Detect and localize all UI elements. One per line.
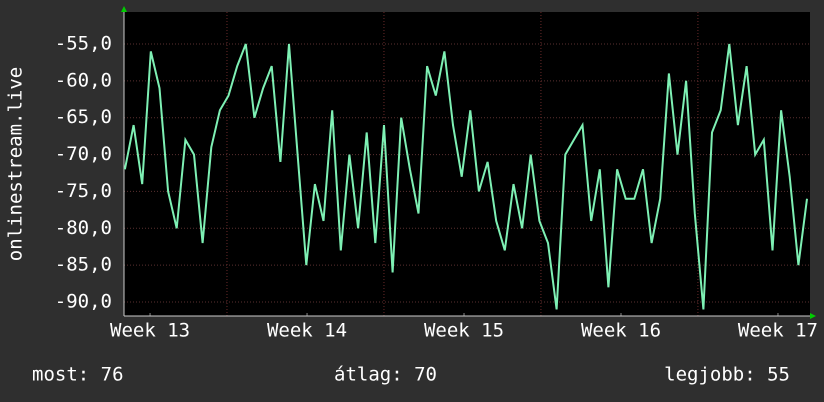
y-tick-label: -90,0 bbox=[55, 290, 112, 312]
y-tick-label: -60,0 bbox=[55, 69, 112, 91]
y-axis-title: onlinestream.live bbox=[5, 67, 27, 261]
x-axis-arrow bbox=[810, 313, 816, 319]
x-tick-label: Week 14 bbox=[267, 320, 347, 342]
footer-current: most: 76 bbox=[32, 364, 124, 386]
x-tick-label: Week 13 bbox=[110, 320, 190, 342]
x-tick-label: Week 17 bbox=[738, 320, 818, 342]
y-tick-label: -80,0 bbox=[55, 217, 112, 239]
y-tick-label: -75,0 bbox=[55, 180, 112, 202]
y-tick-label: -70,0 bbox=[55, 143, 112, 165]
footer-best: legjobb: 55 bbox=[664, 364, 790, 386]
y-axis-arrow bbox=[121, 6, 127, 12]
plot: -90,0 -85,0 -80,0 -75,0 -70,0 -65,0 -60,0 -55,0… bbox=[55, 12, 818, 342]
y-tick-label: -65,0 bbox=[55, 106, 112, 128]
x-tick-label: Week 16 bbox=[581, 320, 661, 342]
y-tick-label: -55,0 bbox=[55, 32, 112, 54]
data-line bbox=[123, 43, 808, 310]
x-tick-label: Week 15 bbox=[424, 320, 504, 342]
y-tick-label: -85,0 bbox=[55, 254, 112, 276]
footer-average: átlag: 70 bbox=[334, 364, 437, 386]
